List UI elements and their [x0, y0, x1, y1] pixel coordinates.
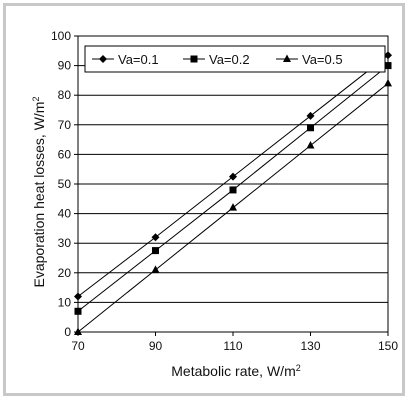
y-tick-label: 10: [58, 295, 72, 309]
y-tick-label: 100: [51, 29, 71, 43]
data-point: [151, 233, 160, 242]
data-point: [384, 62, 392, 70]
x-tick-label: 150: [378, 339, 398, 353]
data-point: [229, 203, 237, 211]
data-point: [74, 292, 82, 301]
x-axis-title: Metabolic rate, W/m2: [171, 363, 301, 379]
y-axis-title-sup: 2: [31, 97, 41, 102]
series-2: [74, 62, 392, 315]
x-tick-labels: 70 90 110 130 150: [71, 332, 398, 353]
x-axis-title-text: Metabolic rate, W/m: [171, 363, 295, 379]
legend-marker: [283, 54, 291, 62]
x-axis-title-sup: 2: [296, 363, 301, 373]
legend-label: Va=0.5: [302, 52, 343, 67]
data-point: [74, 327, 82, 335]
x-tick-label: 130: [300, 339, 320, 353]
legend-label: Va=0.2: [209, 52, 250, 67]
legend: Va=0.1 Va=0.2 Va=0.5: [84, 45, 386, 73]
x-tick-label: 70: [71, 339, 85, 353]
legend-marker: [99, 55, 107, 63]
y-tick-label: 20: [58, 266, 72, 280]
legend-item: Va=0.1: [92, 52, 159, 67]
series-3: [74, 78, 392, 335]
y-tick-label: 30: [58, 236, 72, 250]
y-tick-label: 0: [64, 325, 71, 339]
legend-label: Va=0.1: [118, 52, 159, 67]
data-point: [306, 111, 315, 120]
legend-marker: [190, 55, 198, 63]
y-tick-labels: 0 10 20 30 40 50 60 70 80 90 100: [51, 29, 78, 339]
y-tick-label: 90: [58, 59, 72, 73]
y-tick-label: 60: [58, 147, 72, 161]
data-point: [152, 247, 159, 255]
data-point: [384, 51, 392, 60]
series-group: [74, 51, 392, 335]
y-tick-label: 40: [58, 207, 72, 221]
series-1: [74, 51, 392, 301]
data-point: [229, 172, 237, 181]
y-axis-title-text: Evaporation heat losses, W/m: [31, 102, 47, 288]
data-point: [307, 124, 314, 132]
x-tick-label: 110: [223, 339, 242, 353]
data-point: [384, 78, 392, 87]
data-point: [151, 265, 160, 273]
legend-item: Va=0.2: [183, 52, 250, 67]
data-point: [306, 141, 315, 149]
y-tick-label: 80: [58, 88, 72, 102]
legend-box: [84, 45, 386, 73]
y-tick-label: 70: [58, 118, 72, 132]
legend-item: Va=0.5: [276, 52, 343, 67]
x-tick-label: 90: [149, 339, 163, 353]
y-tick-label: 50: [58, 177, 72, 191]
data-point: [229, 186, 237, 194]
data-point: [74, 307, 82, 315]
y-axis-title: Evaporation heat losses, W/m2: [31, 97, 47, 288]
grid-lines: [78, 65, 388, 303]
